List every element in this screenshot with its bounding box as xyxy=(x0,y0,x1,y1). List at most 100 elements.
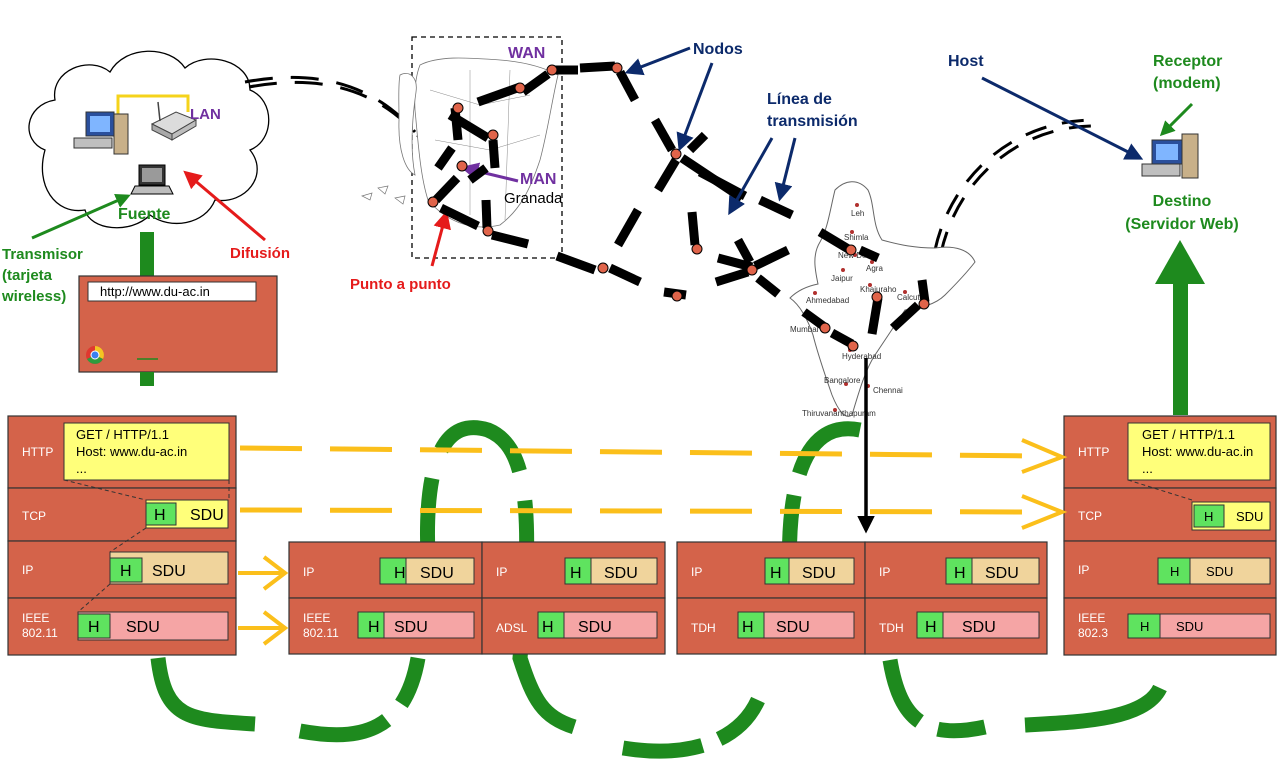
ip-header: H xyxy=(120,563,132,580)
node xyxy=(452,102,464,114)
router-nodes xyxy=(427,62,930,352)
svg-text:Destino: Destino xyxy=(1153,193,1212,210)
svg-text:(Servidor Web): (Servidor Web) xyxy=(1125,216,1239,233)
destino-label: Destino (Servidor Web) xyxy=(1125,193,1239,233)
lan-label: LAN xyxy=(190,106,221,123)
layer-link: TDH xyxy=(879,621,904,635)
http-ellipsis: ... xyxy=(76,461,87,476)
node xyxy=(514,82,526,94)
node xyxy=(456,160,468,172)
city-shimla: Shimla xyxy=(844,233,869,242)
tcp-header: H xyxy=(154,507,166,524)
router-3-stack: IP TDH H SDU H SDU xyxy=(676,541,866,655)
wireless-router-icon xyxy=(150,101,198,141)
layer-link: IEEE 802.3 xyxy=(1078,611,1108,640)
desktop-computer-icon xyxy=(73,111,129,155)
layer-ip: IP xyxy=(1078,563,1089,577)
city-khajuraho: Khajuraho xyxy=(860,285,897,294)
node xyxy=(427,196,439,208)
link-sdu: SDU xyxy=(126,619,160,636)
svg-text:H: H xyxy=(542,619,554,636)
svg-text:SDU: SDU xyxy=(1176,619,1203,634)
svg-text:H: H xyxy=(925,619,937,636)
city-bangalore: Bangalore xyxy=(824,376,861,385)
wan-network xyxy=(432,61,930,348)
svg-text:H: H xyxy=(394,565,406,582)
node xyxy=(482,225,494,237)
laptop-icon xyxy=(130,164,174,195)
http-request-line: GET / HTTP/1.1 xyxy=(1142,427,1235,442)
node xyxy=(871,291,883,303)
fuente-label: Fuente xyxy=(118,206,171,223)
node xyxy=(819,322,831,334)
city-ahmedabad: Ahmedabad xyxy=(806,296,849,305)
ip-sdu: SDU xyxy=(152,563,186,580)
svg-text:Transmisor: Transmisor xyxy=(2,246,83,263)
city-agra: Agra xyxy=(866,264,883,273)
svg-text:SDU: SDU xyxy=(604,565,638,582)
node xyxy=(487,129,499,141)
node xyxy=(691,243,703,255)
peer-communication-arrows xyxy=(239,445,1041,515)
svg-text:SDU: SDU xyxy=(776,619,810,636)
source-protocol-stack: HTTP TCP IP IEEE 802.11 GET / HTTP/1.1 Ho… xyxy=(7,415,237,656)
node xyxy=(670,148,682,160)
city-mumbai: Mumbai xyxy=(790,325,819,334)
city-thiruvananthapuram: Thiruvananthapuram xyxy=(802,409,876,418)
layer-ip: IP xyxy=(496,565,507,579)
node xyxy=(845,244,857,256)
punto-a-punto-label: Punto a punto xyxy=(350,276,451,293)
node xyxy=(918,298,930,310)
layer-ip: IP xyxy=(303,565,314,579)
svg-text:SDU: SDU xyxy=(962,619,996,636)
node xyxy=(847,340,859,352)
svg-text:H: H xyxy=(1170,564,1179,579)
nodos-label: Nodos xyxy=(693,41,743,58)
svg-text:H: H xyxy=(1204,509,1213,524)
city-chennai: Chennai xyxy=(873,386,903,395)
transmisor-label: Transmisor (tarjeta wireless) xyxy=(1,246,83,305)
layer-ip: IP xyxy=(691,565,702,579)
node xyxy=(746,264,758,276)
svg-text:(modem): (modem) xyxy=(1153,75,1221,92)
http-ellipsis: ... xyxy=(1142,461,1153,476)
server-computer-icon xyxy=(1141,133,1199,179)
city-leh: Leh xyxy=(851,209,864,218)
node xyxy=(546,64,558,76)
http-host-line: Host: www.du-ac.in xyxy=(1142,444,1253,459)
layer-http: HTTP xyxy=(1078,445,1109,459)
layer-ip: IP xyxy=(879,565,890,579)
svg-text:H: H xyxy=(770,565,782,582)
linea-de-transmision-label: Línea de transmisión xyxy=(767,91,858,130)
svg-text:H: H xyxy=(954,565,966,582)
browser-icon[interactable] xyxy=(86,346,104,364)
svg-text:SDU: SDU xyxy=(1206,564,1233,579)
link-header: H xyxy=(88,619,100,636)
svg-text:SDU: SDU xyxy=(802,565,836,582)
india-map-icon: Leh Shimla New Delhi Agra Jaipur Ahmedab… xyxy=(789,181,976,418)
svg-text:H: H xyxy=(742,619,754,636)
layer-tcp: TCP xyxy=(1078,509,1102,523)
data-flow-path xyxy=(150,420,1167,759)
layer-link: ADSL xyxy=(496,621,528,635)
destination-protocol-stack: HTTP TCP IP IEEE 802.3 GET / HTTP/1.1 Hos… xyxy=(1063,415,1277,656)
svg-text:SDU: SDU xyxy=(985,565,1019,582)
svg-text:H: H xyxy=(368,619,380,636)
wan-label: WAN xyxy=(508,45,545,62)
node xyxy=(597,262,609,274)
svg-text:Línea de: Línea de xyxy=(767,91,832,108)
receptor-label: Receptor (modem) xyxy=(1153,53,1222,92)
spain-map-icon xyxy=(361,36,563,259)
svg-text:SDU: SDU xyxy=(1236,509,1263,524)
layer-http: HTTP xyxy=(22,445,53,459)
url-bar[interactable] xyxy=(87,281,257,302)
svg-text:wireless): wireless) xyxy=(1,288,66,305)
browser-window: http://www.du-ac.in xyxy=(78,275,278,373)
svg-text:H: H xyxy=(570,565,582,582)
tcp-sdu: SDU xyxy=(190,507,224,524)
layer-tcp: TCP xyxy=(22,509,46,523)
svg-text:Receptor: Receptor xyxy=(1153,53,1222,70)
difusion-label: Difusión xyxy=(230,245,290,262)
city-new-delhi: New Delhi xyxy=(838,251,875,260)
